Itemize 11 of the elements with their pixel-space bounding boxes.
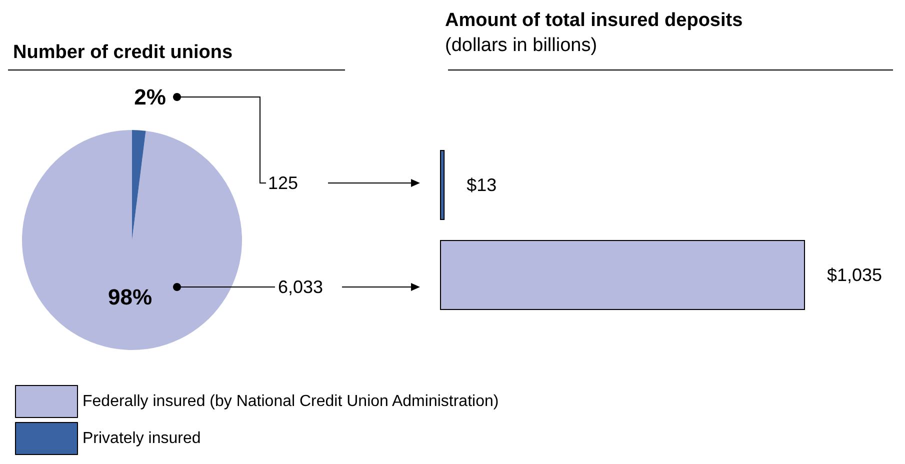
data-label: 2% [134,84,166,110]
chart-subtitle: (dollars in billions) [445,35,598,56]
data-label: 98% [108,284,152,310]
legend-label: Federally insured (by National Credit Union Administration) [82,393,499,410]
data-label: $1,035 [827,265,882,285]
text: 6,033 [278,277,324,297]
data-label: $13 [466,175,497,195]
chart-title: Number of credit unions [13,42,233,63]
legend-label: Privately insured [82,430,201,447]
chart-title: Amount of total insured deposits [445,10,743,31]
text: 125 [268,173,298,193]
